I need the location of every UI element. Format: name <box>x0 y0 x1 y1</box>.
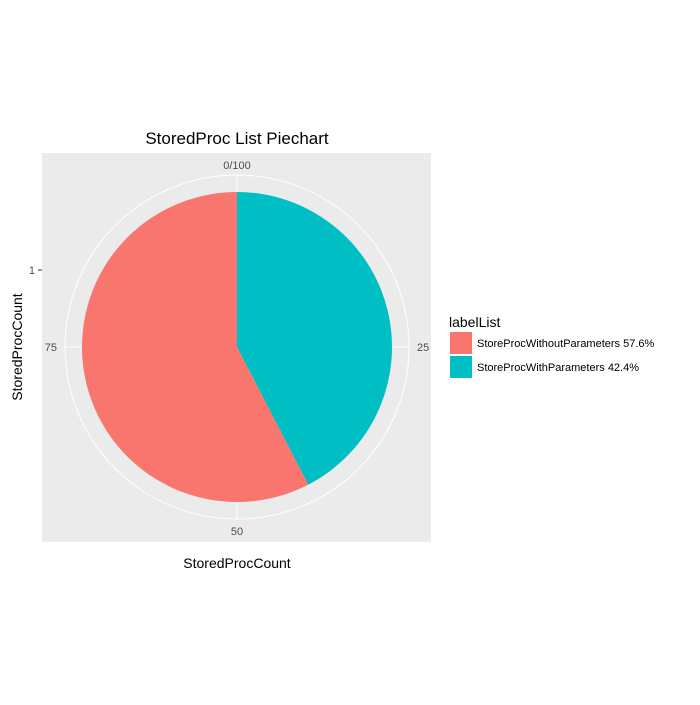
legend-key-0 <box>450 332 472 354</box>
pie-slices <box>81 191 392 502</box>
legend-label-0: StoreProcWithoutParameters 57.6% <box>477 338 655 350</box>
y-axis-tick-label: 1 <box>29 265 35 277</box>
angle-tick-label-0: 0/100 <box>223 160 251 172</box>
chart-title: StoredProc List Piechart <box>145 129 329 148</box>
legend-label-1: StoreProcWithParameters 42.4% <box>477 362 639 374</box>
pie-slice-0 <box>81 191 309 502</box>
angle-tick-label-2: 50 <box>231 526 243 538</box>
y-axis-label: StoredProcCount <box>9 293 25 401</box>
legend: labelList StoreProcWithoutParameters 57.… <box>449 314 655 378</box>
legend-title: labelList <box>449 314 500 330</box>
pie-slice-1 <box>237 192 392 485</box>
angle-tick-label-1: 25 <box>417 342 429 354</box>
legend-items: StoreProcWithoutParameters 57.6% StorePro… <box>450 332 655 378</box>
angle-tick-label-3: 75 <box>45 342 57 354</box>
angle-ticks: 0/100 25 50 75 <box>45 160 430 538</box>
x-axis-label: StoredProcCount <box>183 555 291 571</box>
legend-key-1 <box>450 356 472 378</box>
